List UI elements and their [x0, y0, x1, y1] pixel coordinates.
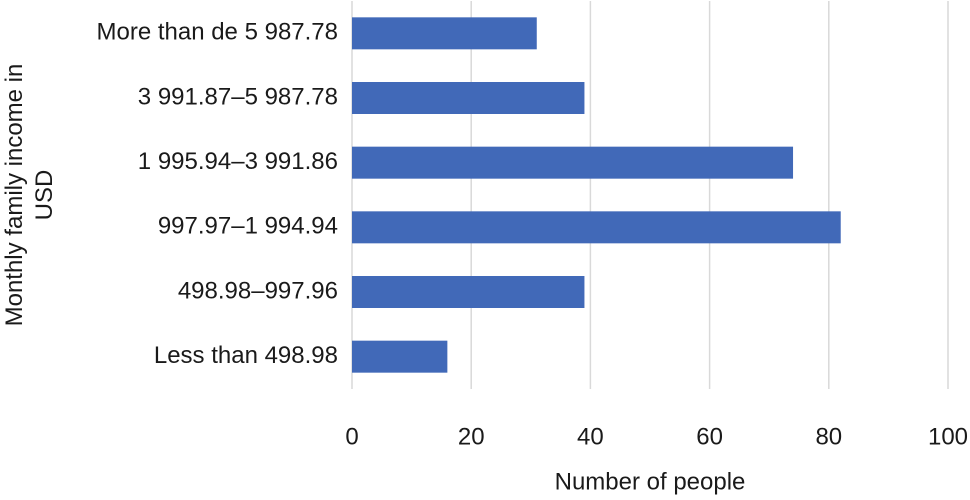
x-tick-label: 0: [345, 423, 358, 450]
y-axis-label: Monthly family income in USD: [1, 63, 58, 327]
y-tick-label: Less than 498.98: [154, 342, 338, 369]
x-tick-label: 60: [696, 423, 723, 450]
y-tick-label: More than de 5 987.78: [96, 19, 338, 46]
bar: [352, 17, 537, 50]
x-tick-label: 20: [458, 423, 485, 450]
bar: [352, 82, 585, 114]
x-axis-label: Number of people: [555, 468, 746, 495]
y-tick-label: 498.98–997.96: [178, 277, 338, 304]
y-tick-label: 3 991.87–5 987.78: [138, 83, 338, 110]
x-tick-label: 40: [577, 423, 604, 450]
bar: [352, 211, 841, 244]
bar: [352, 340, 448, 373]
bar: [352, 146, 794, 179]
x-tick-label: 80: [815, 423, 842, 450]
y-tick-label: 997.97–1 994.94: [158, 213, 338, 240]
bar: [352, 276, 585, 308]
y-tick-label: 1 995.94–3 991.86: [138, 148, 338, 175]
x-tick-label: 100: [928, 423, 968, 450]
